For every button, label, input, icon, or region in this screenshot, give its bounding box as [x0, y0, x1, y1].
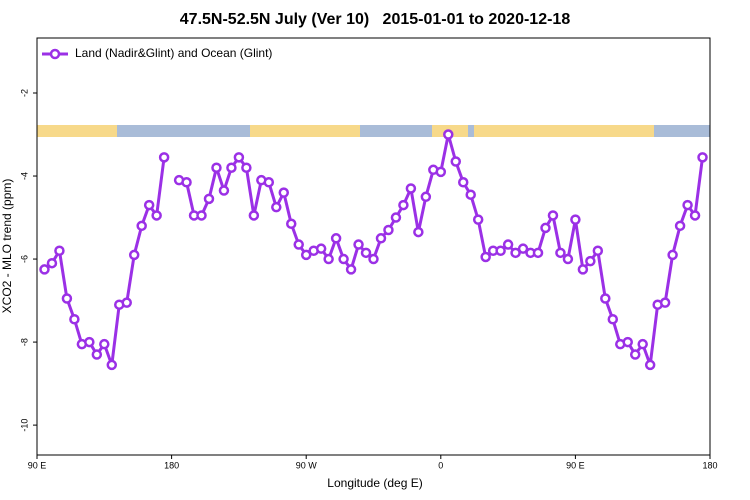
point [330, 233, 342, 244]
point [181, 177, 192, 188]
point [547, 210, 559, 221]
y-tick-label: -4 [19, 172, 29, 180]
point [338, 253, 349, 265]
point [555, 247, 566, 259]
point [278, 187, 290, 198]
point [667, 249, 678, 261]
point [360, 247, 372, 259]
point [106, 359, 118, 371]
x-tick-label: 0 [438, 460, 443, 470]
point [248, 210, 260, 221]
point [510, 247, 521, 259]
point [689, 210, 701, 221]
x-tick-label: 180 [164, 460, 179, 470]
y-tick-label: -10 [19, 419, 29, 432]
point [540, 222, 551, 234]
y-tick-label: -6 [19, 255, 29, 263]
point [622, 336, 633, 348]
point [121, 297, 132, 308]
y-tick-label: -8 [19, 338, 29, 346]
point [211, 162, 222, 173]
point [196, 210, 207, 221]
point [353, 239, 364, 250]
point [271, 201, 282, 213]
point [405, 183, 417, 194]
point [46, 257, 58, 269]
point [577, 264, 589, 275]
legend: Land (Nadir&Glint) and Ocean (Glint) [42, 46, 272, 60]
point [562, 253, 574, 265]
point [682, 199, 693, 211]
legend-marker [49, 48, 61, 60]
land-ocean-band [37, 125, 710, 137]
point [644, 359, 656, 371]
point [263, 177, 275, 188]
point [39, 264, 50, 275]
point [495, 245, 506, 257]
point [629, 349, 641, 360]
point [480, 251, 491, 263]
point [659, 297, 671, 308]
point [151, 210, 162, 221]
plot-frame [36, 37, 711, 456]
point [413, 226, 424, 238]
x-tick-label: 90 E [566, 460, 585, 470]
point [54, 245, 65, 257]
point [136, 220, 147, 232]
point [293, 239, 304, 250]
point [570, 214, 581, 225]
point [345, 264, 357, 275]
point [674, 220, 686, 232]
point [323, 253, 334, 265]
point [517, 243, 529, 254]
point [443, 129, 454, 140]
point [128, 249, 140, 261]
point [143, 199, 155, 211]
point [585, 255, 596, 267]
point [390, 212, 402, 223]
point [375, 233, 387, 244]
point [607, 314, 619, 325]
point [435, 166, 447, 178]
point [420, 191, 432, 203]
point [637, 338, 648, 350]
point [472, 214, 484, 225]
point [69, 314, 80, 325]
point [592, 245, 604, 257]
point [218, 185, 230, 196]
point [398, 199, 409, 211]
point [203, 193, 215, 205]
point [84, 336, 95, 348]
point [450, 156, 462, 167]
point [233, 152, 245, 163]
x-tick-label: 90 W [296, 460, 318, 470]
point [226, 162, 237, 173]
series-line [43, 133, 705, 367]
point [285, 218, 297, 230]
x-tick-label: 180 [702, 460, 717, 470]
point [600, 293, 611, 304]
point [532, 247, 544, 259]
point [502, 239, 514, 250]
point [99, 338, 110, 350]
point [91, 349, 103, 360]
y-axis-label: XCO2 - MLO trend (ppm) [0, 179, 14, 314]
point [315, 243, 327, 254]
point [368, 253, 379, 265]
x-tick-label: 90 E [28, 460, 47, 470]
point [383, 224, 394, 236]
point [241, 162, 252, 173]
point [300, 249, 312, 261]
point [457, 177, 469, 188]
point [158, 152, 170, 163]
point [61, 293, 73, 304]
chart-title: 47.5N-52.5N July (Ver 10) 2015-01-01 to … [180, 11, 571, 28]
point [697, 152, 708, 163]
legend-label: Land (Nadir&Glint) and Ocean (Glint) [75, 46, 272, 60]
x-axis-label: Longitude (deg E) [327, 476, 422, 490]
y-tick-label: -2 [19, 89, 29, 97]
point [465, 189, 476, 200]
